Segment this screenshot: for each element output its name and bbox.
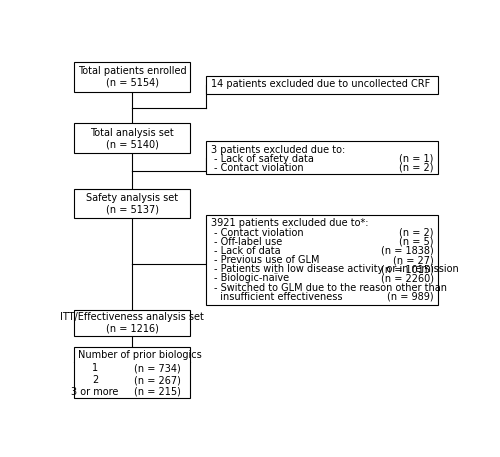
Text: (n = 1): (n = 1) — [400, 154, 434, 164]
Text: (n = 2): (n = 2) — [399, 163, 434, 173]
Text: (n = 1838): (n = 1838) — [381, 246, 434, 256]
FancyBboxPatch shape — [206, 76, 438, 94]
Text: (n = 5): (n = 5) — [399, 237, 434, 247]
Text: - Patients with low disease activity or in remission: - Patients with low disease activity or … — [214, 264, 458, 274]
Text: 1: 1 — [92, 363, 98, 373]
Text: 14 patients excluded due to uncollected CRF: 14 patients excluded due to uncollected … — [210, 80, 430, 90]
Text: Number of prior biologics: Number of prior biologics — [78, 351, 202, 361]
FancyBboxPatch shape — [206, 141, 438, 175]
Text: (n = 734): (n = 734) — [134, 363, 181, 373]
FancyBboxPatch shape — [74, 62, 190, 92]
Text: (n = 1015): (n = 1015) — [381, 264, 434, 274]
FancyBboxPatch shape — [206, 215, 438, 305]
Text: - Lack of data: - Lack of data — [214, 246, 280, 256]
Text: - Lack of safety data: - Lack of safety data — [214, 154, 314, 164]
Text: (n = 27): (n = 27) — [393, 255, 434, 265]
Text: (n = 267): (n = 267) — [134, 375, 182, 385]
Text: 3 patients excluded due to:: 3 patients excluded due to: — [210, 144, 345, 154]
Text: 2: 2 — [92, 375, 98, 385]
Text: - Off-label use: - Off-label use — [214, 237, 282, 247]
Text: 3 or more: 3 or more — [72, 387, 118, 397]
Text: insufficient effectiveness: insufficient effectiveness — [214, 292, 342, 302]
Text: ITT/Effectiveness analysis set
(n = 1216): ITT/Effectiveness analysis set (n = 1216… — [60, 312, 204, 334]
Text: - Previous use of GLM: - Previous use of GLM — [214, 255, 319, 265]
Text: - Biologic-naïve: - Biologic-naïve — [214, 273, 289, 283]
Text: (n = 2): (n = 2) — [399, 228, 434, 238]
FancyBboxPatch shape — [74, 347, 190, 398]
FancyBboxPatch shape — [74, 123, 190, 154]
Text: Safety analysis set
(n = 5137): Safety analysis set (n = 5137) — [86, 193, 178, 214]
Text: (n = 2260): (n = 2260) — [380, 273, 434, 283]
Text: Total patients enrolled
(n = 5154): Total patients enrolled (n = 5154) — [78, 66, 186, 88]
Text: - Contact violation: - Contact violation — [214, 163, 303, 173]
Text: - Contact violation: - Contact violation — [214, 228, 303, 238]
FancyBboxPatch shape — [74, 310, 190, 336]
Text: Total analysis set
(n = 5140): Total analysis set (n = 5140) — [90, 128, 174, 149]
Text: - Switched to GLM due to the reason other than: - Switched to GLM due to the reason othe… — [214, 282, 446, 292]
FancyBboxPatch shape — [74, 189, 190, 218]
Text: 3921 patients excluded due to*:: 3921 patients excluded due to*: — [210, 218, 368, 228]
Text: (n = 215): (n = 215) — [134, 387, 182, 397]
Text: (n = 989): (n = 989) — [387, 292, 434, 302]
